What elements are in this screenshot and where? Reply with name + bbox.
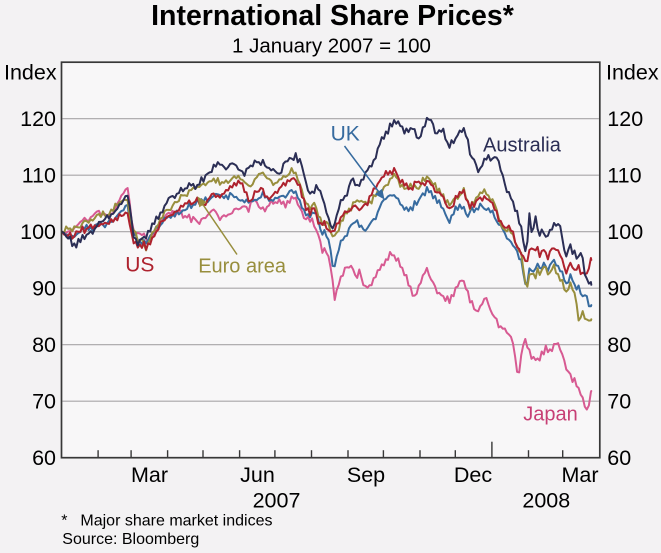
svg-text:2007: 2007 bbox=[253, 488, 301, 512]
svg-text:Euro area: Euro area bbox=[198, 255, 287, 277]
svg-text:60: 60 bbox=[32, 446, 56, 470]
svg-text:1 January 2007 = 100: 1 January 2007 = 100 bbox=[232, 34, 431, 57]
svg-text:60: 60 bbox=[607, 446, 631, 470]
svg-text:70: 70 bbox=[32, 390, 56, 414]
svg-text:110: 110 bbox=[607, 164, 641, 188]
svg-text:120: 120 bbox=[607, 107, 643, 131]
svg-text:Australia: Australia bbox=[483, 134, 562, 156]
svg-text:Index: Index bbox=[606, 61, 659, 85]
svg-text:Source: Bloomberg: Source: Bloomberg bbox=[62, 531, 199, 548]
svg-text:2008: 2008 bbox=[522, 488, 570, 512]
svg-text:Japan: Japan bbox=[523, 404, 578, 426]
svg-text:Mar: Mar bbox=[131, 463, 168, 487]
svg-text:80: 80 bbox=[32, 333, 56, 357]
svg-text:80: 80 bbox=[607, 333, 631, 357]
svg-text:100: 100 bbox=[607, 220, 643, 244]
svg-text:Jun: Jun bbox=[240, 463, 275, 487]
svg-text:Index: Index bbox=[4, 61, 57, 85]
svg-text:Major share market indices: Major share market indices bbox=[80, 513, 272, 530]
svg-text:US: US bbox=[125, 254, 154, 277]
svg-text:Mar: Mar bbox=[561, 463, 598, 487]
svg-text:90: 90 bbox=[607, 277, 631, 301]
svg-text:UK: UK bbox=[331, 122, 360, 145]
svg-text:Sep: Sep bbox=[347, 463, 385, 487]
svg-text:Dec: Dec bbox=[454, 463, 492, 487]
svg-text:120: 120 bbox=[20, 107, 56, 131]
svg-text:*: * bbox=[61, 513, 67, 530]
svg-text:90: 90 bbox=[32, 277, 56, 301]
svg-text:70: 70 bbox=[607, 390, 631, 414]
svg-text:International Share Prices*: International Share Prices* bbox=[151, 0, 515, 32]
svg-text:100: 100 bbox=[20, 220, 56, 244]
svg-text:110: 110 bbox=[22, 164, 56, 188]
